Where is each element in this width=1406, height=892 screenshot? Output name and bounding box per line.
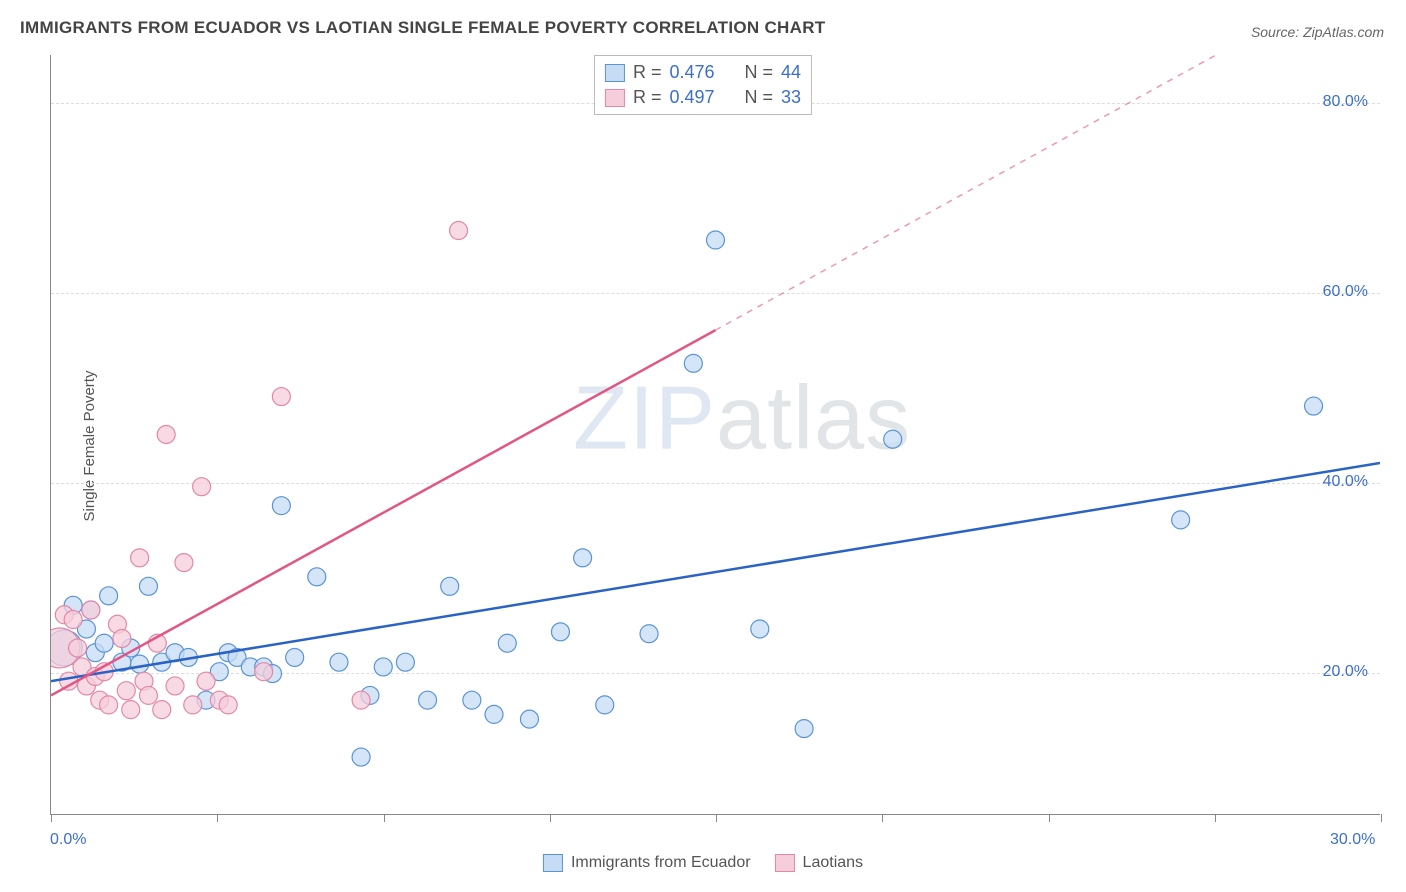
- legend-swatch: [543, 854, 563, 872]
- scatter-point: [100, 587, 118, 605]
- legend-swatch: [605, 64, 625, 82]
- scatter-point: [219, 696, 237, 714]
- scatter-point: [64, 611, 82, 629]
- scatter-point: [184, 696, 202, 714]
- scatter-point: [498, 634, 516, 652]
- x-tick: [217, 814, 218, 822]
- x-tick: [51, 814, 52, 822]
- legend-item: Laotians: [775, 854, 864, 872]
- legend-label: Immigrants from Ecuador: [571, 854, 751, 872]
- scatter-point: [684, 354, 702, 372]
- scatter-point: [272, 388, 290, 406]
- scatter-point: [596, 696, 614, 714]
- scatter-point: [640, 625, 658, 643]
- scatter-point: [82, 601, 100, 619]
- scatter-point: [131, 549, 149, 567]
- legend-item: Immigrants from Ecuador: [543, 854, 751, 872]
- scatter-point: [166, 677, 184, 695]
- scatter-point: [450, 222, 468, 240]
- bottom-legend: Immigrants from Ecuador Laotians: [543, 854, 863, 872]
- stats-legend-row: R = 0.476 N = 44: [605, 60, 801, 85]
- stats-n-label: N =: [745, 62, 774, 83]
- stats-n-value: 33: [781, 87, 801, 108]
- scatter-point: [272, 497, 290, 515]
- scatter-point: [113, 629, 131, 647]
- stats-n-value: 44: [781, 62, 801, 83]
- scatter-point: [286, 648, 304, 666]
- stats-r-label: R =: [633, 62, 662, 83]
- scatter-point: [122, 701, 140, 719]
- scatter-point: [255, 663, 273, 681]
- legend-label: Laotians: [803, 854, 864, 872]
- x-tick: [1215, 814, 1216, 822]
- scatter-point: [396, 653, 414, 671]
- x-tick: [882, 814, 883, 822]
- trend-line: [51, 330, 716, 695]
- x-tick-label: 30.0%: [1330, 831, 1375, 849]
- scatter-point: [520, 710, 538, 728]
- scatter-point: [884, 430, 902, 448]
- scatter-point: [330, 653, 348, 671]
- x-tick: [550, 814, 551, 822]
- legend-swatch: [775, 854, 795, 872]
- scatter-point: [69, 639, 87, 657]
- scatter-point: [139, 686, 157, 704]
- scatter-point: [1172, 511, 1190, 529]
- stats-r-label: R =: [633, 87, 662, 108]
- scatter-point: [551, 623, 569, 641]
- scatter-point: [197, 672, 215, 690]
- scatter-point: [751, 620, 769, 638]
- legend-swatch: [605, 89, 625, 107]
- scatter-point: [795, 720, 813, 738]
- trend-line-extrapolated: [716, 55, 1381, 330]
- scatter-point: [131, 655, 149, 673]
- scatter-point: [419, 691, 437, 709]
- scatter-point: [193, 478, 211, 496]
- scatter-point: [574, 549, 592, 567]
- scatter-svg: [51, 55, 1380, 814]
- x-tick: [716, 814, 717, 822]
- scatter-point: [157, 426, 175, 444]
- scatter-point: [308, 568, 326, 586]
- scatter-point: [352, 691, 370, 709]
- plot-area: ZIPatlas 20.0%40.0%60.0%80.0%: [50, 55, 1380, 815]
- source-attribution: Source: ZipAtlas.com: [1251, 24, 1384, 40]
- stats-r-value: 0.476: [669, 62, 714, 83]
- scatter-point: [153, 701, 171, 719]
- scatter-point: [139, 577, 157, 595]
- chart-title: IMMIGRANTS FROM ECUADOR VS LAOTIAN SINGL…: [20, 18, 825, 38]
- trend-line: [51, 463, 1380, 681]
- x-tick: [1049, 814, 1050, 822]
- scatter-point: [100, 696, 118, 714]
- x-tick: [384, 814, 385, 822]
- scatter-point: [175, 554, 193, 572]
- stats-legend: R = 0.476 N = 44 R = 0.497 N = 33: [594, 55, 812, 115]
- x-tick-label: 0.0%: [50, 831, 86, 849]
- scatter-point: [374, 658, 392, 676]
- scatter-point: [707, 231, 725, 249]
- stats-r-value: 0.497: [669, 87, 714, 108]
- scatter-point: [1305, 397, 1323, 415]
- scatter-point: [95, 634, 113, 652]
- scatter-point: [352, 748, 370, 766]
- stats-n-label: N =: [745, 87, 774, 108]
- scatter-point: [463, 691, 481, 709]
- scatter-point: [441, 577, 459, 595]
- scatter-point: [117, 682, 135, 700]
- scatter-point: [485, 705, 503, 723]
- x-tick: [1381, 814, 1382, 822]
- stats-legend-row: R = 0.497 N = 33: [605, 85, 801, 110]
